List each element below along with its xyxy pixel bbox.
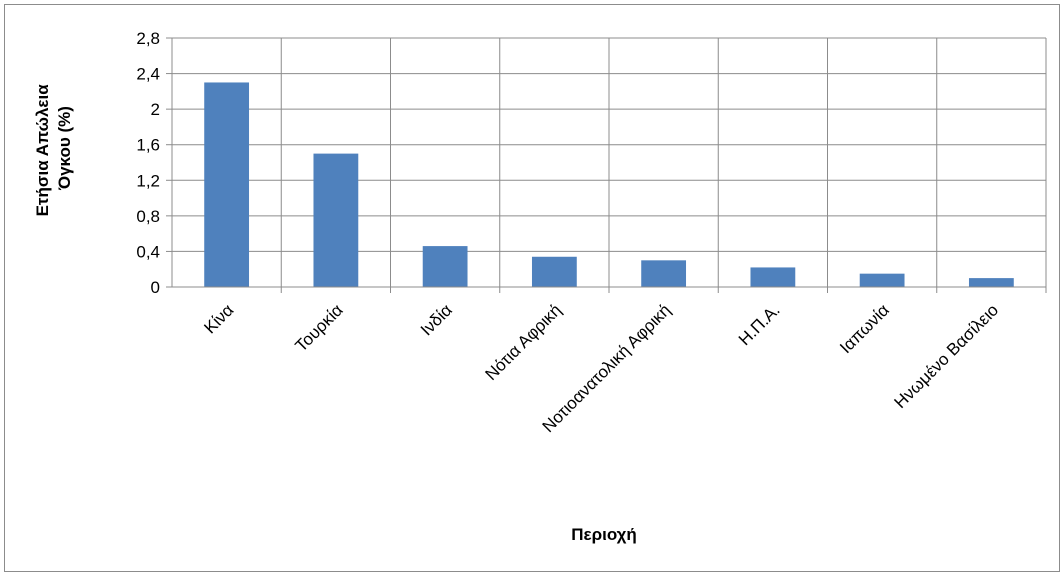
y-tick-label: 2,8 — [136, 29, 160, 48]
y-axis-title: Ετήσια Απώλεια Όγκου (%) — [33, 80, 74, 217]
bar — [859, 273, 905, 287]
x-tick-label: Η.Π.Α. — [735, 300, 784, 349]
gridlines — [171, 37, 1047, 293]
x-tick-label: Νότια Αφρική — [481, 300, 565, 384]
y-tick-label: 1,6 — [136, 136, 160, 155]
bar — [531, 256, 577, 287]
y-axis-title-line-2: Όγκου (%) — [55, 106, 74, 191]
y-axis-title-line-1: Ετήσια Απώλεια — [33, 84, 52, 217]
x-axis-title: Περιοχή — [571, 525, 637, 544]
bar — [641, 260, 687, 287]
y-tick-label: 2 — [151, 100, 160, 119]
y-tick-label: 0,8 — [136, 207, 160, 226]
x-tick-label: Νοτιοανατολική Αφρική — [539, 300, 675, 436]
x-tick-label: Κίνα — [200, 300, 237, 337]
x-tick-label: Ιαπωνία — [836, 300, 893, 357]
x-tick-label: Ινδία — [417, 300, 456, 339]
y-tick-label: 0,4 — [136, 242, 160, 261]
y-tick-label: 2,4 — [136, 65, 160, 84]
bar — [313, 153, 359, 287]
axes — [166, 37, 1046, 288]
bar — [422, 246, 468, 287]
y-tick-label: 1,2 — [136, 171, 160, 190]
y-tick-label: 0 — [151, 278, 160, 297]
chart-frame — [4, 4, 1060, 572]
bar — [204, 82, 250, 287]
bar — [968, 278, 1014, 287]
bars — [204, 82, 1014, 287]
labels: 0 0,4 0,8 1,2 1,6 2 2,4 2,8 Κίνα Τουρκία Ινδία Νότι… — [136, 29, 1002, 436]
x-tick-label: Ηνωμένο Βασίλειο — [891, 300, 1003, 412]
bar — [750, 267, 796, 287]
x-tick-label: Τουρκία — [292, 300, 347, 355]
